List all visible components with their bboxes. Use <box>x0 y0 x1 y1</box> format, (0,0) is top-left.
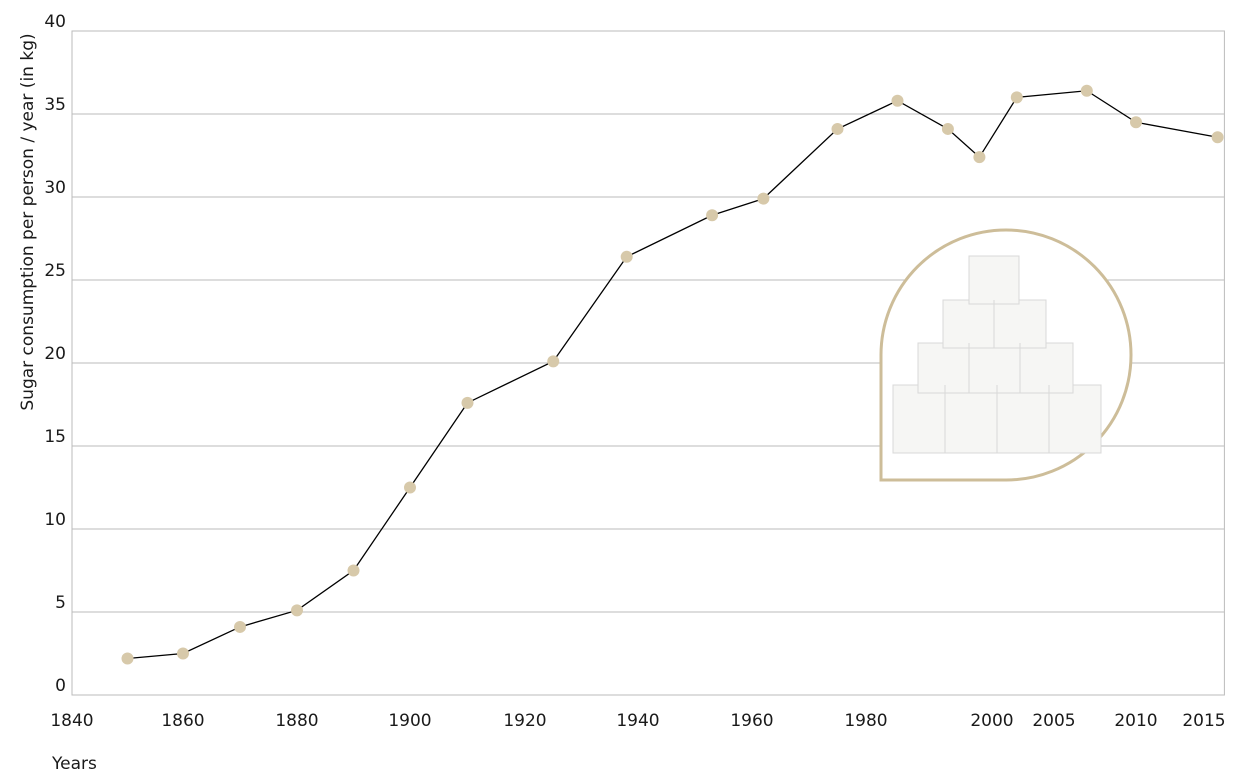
x-tick-label: 1880 <box>275 711 318 731</box>
y-tick-label: 25 <box>44 261 66 281</box>
data-point <box>547 355 560 368</box>
data-point <box>404 481 416 494</box>
x-tick-label: 1840 <box>50 711 93 731</box>
x-tick-label: 1900 <box>388 711 431 731</box>
y-tick-label: 30 <box>44 178 66 198</box>
data-point <box>177 647 189 660</box>
y-tick-label: 20 <box>44 344 66 364</box>
data-point <box>891 94 904 107</box>
x-tick-label: 2005 <box>1032 711 1075 731</box>
data-point <box>347 564 360 577</box>
data-point <box>831 122 844 135</box>
data-point <box>620 250 633 263</box>
data-point <box>121 652 134 665</box>
x-axis-label: Years <box>51 754 97 774</box>
data-point <box>234 620 246 633</box>
y-tick-label: 35 <box>44 95 66 115</box>
x-tick-label: 1860 <box>161 711 204 731</box>
data-point <box>1080 84 1093 97</box>
y-tick-label: 5 <box>55 593 66 613</box>
data-point <box>1010 91 1023 104</box>
data-point <box>461 396 474 409</box>
x-tick-label: 2015 <box>1182 711 1225 731</box>
y-tick-label: 40 <box>44 12 66 32</box>
y-tick-label: 0 <box>55 676 66 696</box>
data-point <box>941 122 954 135</box>
data-point <box>1211 131 1224 144</box>
data-point <box>757 192 770 205</box>
x-tick-label: 1980 <box>844 711 887 731</box>
y-tick-label: 15 <box>44 427 66 447</box>
y-axis-label: Sugar consumption per person / year (in … <box>18 33 38 410</box>
data-point <box>291 604 303 617</box>
x-tick-label: 1920 <box>503 711 546 731</box>
x-tick-label: 2010 <box>1114 711 1157 731</box>
y-tick-label: 10 <box>44 510 66 530</box>
data-point <box>706 209 719 222</box>
x-tick-label: 2000 <box>970 711 1013 731</box>
data-point <box>973 151 986 164</box>
x-tick-label: 1960 <box>730 711 773 731</box>
sugar-cubes-inset <box>879 228 1133 482</box>
x-tick-label: 1940 <box>616 711 659 731</box>
data-point <box>1130 116 1142 129</box>
